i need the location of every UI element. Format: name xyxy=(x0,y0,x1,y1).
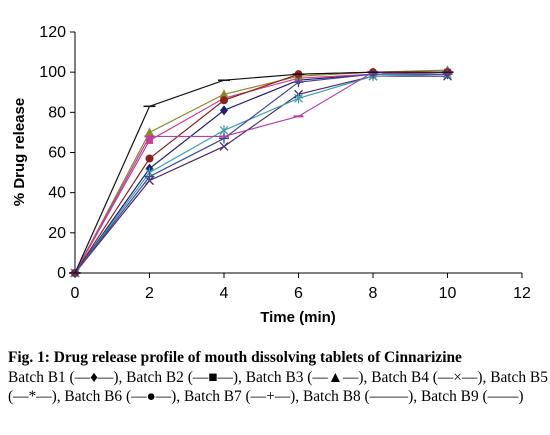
x-tick-label: 4 xyxy=(220,285,229,302)
y-tick-label: 60 xyxy=(48,145,66,162)
figure-caption: Fig. 1: Drug release profile of mouth di… xyxy=(8,348,548,407)
y-tick-label: 20 xyxy=(48,225,66,242)
series-batch-b8 xyxy=(70,71,453,274)
drug-release-chart: 0 20 40 60 80 100 120 0 2 4 6 8 10 12 Time (min) % Dr… xyxy=(11,24,531,326)
data-point xyxy=(219,89,229,98)
data-point xyxy=(144,171,155,182)
data-point xyxy=(219,133,229,144)
y-tick-label: 120 xyxy=(39,24,66,41)
x-tick-label: 2 xyxy=(145,285,154,302)
caption-body: Batch B1 (—♦—), Batch B2 (—■—), Batch B3… xyxy=(8,368,548,406)
series-line xyxy=(74,73,448,274)
data-point xyxy=(220,96,228,105)
x-tick-label: 10 xyxy=(439,285,457,302)
x-tick-label: 6 xyxy=(294,285,303,302)
y-tick-label: 40 xyxy=(48,185,66,202)
y-axis-label: % Drug release xyxy=(11,98,28,206)
data-point xyxy=(145,154,154,163)
data-point xyxy=(293,77,304,88)
y-tick-label: 100 xyxy=(39,64,66,81)
data-point xyxy=(146,136,153,144)
y-tick-label: 80 xyxy=(48,104,66,121)
series-layer xyxy=(69,65,454,278)
series-batch-b7 xyxy=(70,69,453,278)
series-line xyxy=(74,71,448,274)
data-point xyxy=(294,93,303,104)
series-batch-b3 xyxy=(70,65,452,277)
series-line xyxy=(74,73,448,274)
caption-title: Fig. 1: Drug release profile of mouth di… xyxy=(8,349,462,366)
data-point xyxy=(220,105,228,116)
x-tick-label: 8 xyxy=(369,285,378,302)
data-point xyxy=(442,69,453,80)
x-tick-label: 12 xyxy=(513,285,531,302)
data-point xyxy=(219,142,229,151)
x-axis-label: Time (min) xyxy=(260,309,336,326)
y-tick-label: 0 xyxy=(57,265,66,282)
series-batch-b9 xyxy=(69,71,454,274)
data-point xyxy=(145,127,154,136)
chart-axes: 0 20 40 60 80 100 120 0 2 4 6 8 10 12 xyxy=(39,24,531,302)
series-line xyxy=(74,71,448,274)
x-tick-label: 0 xyxy=(71,285,80,302)
